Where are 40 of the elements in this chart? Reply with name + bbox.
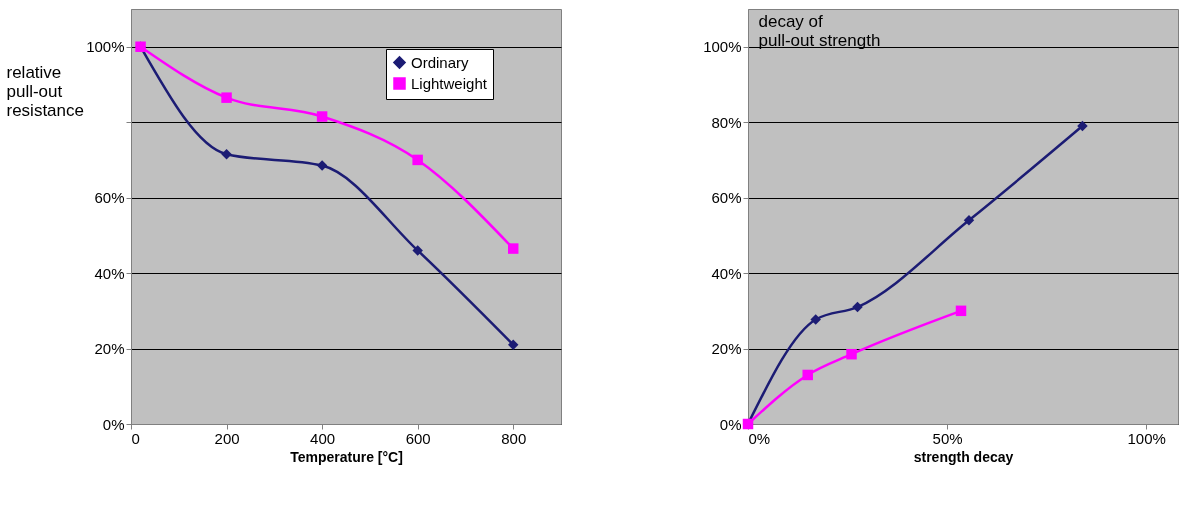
point	[852, 301, 863, 313]
legend-label: Ordinary	[411, 53, 470, 71]
x-tick-label: 0	[131, 429, 140, 447]
x-tick-label: 400	[310, 429, 336, 447]
x-tick-label: 100%	[1127, 429, 1166, 447]
y-tick-label: 80%	[711, 113, 742, 131]
x-tick-label: 200	[214, 429, 240, 447]
y-axis-title: decay of pull-out strength	[758, 11, 881, 50]
point	[846, 348, 857, 360]
y-tick-label: 20%	[711, 340, 742, 358]
y-tick-label: 0%	[719, 415, 742, 433]
y-tick-label: 100%	[703, 38, 742, 56]
y-tick-label: 20%	[94, 340, 125, 358]
x-tick-label: 800	[501, 429, 527, 447]
x-tick-label: 50%	[932, 429, 963, 447]
point	[221, 149, 232, 160]
y-tick-label: 40%	[711, 264, 742, 282]
point	[507, 339, 519, 351]
point	[1077, 120, 1088, 132]
y-tick-label: 0%	[102, 415, 125, 433]
y-tick-label: 100%	[86, 38, 125, 56]
point	[412, 154, 423, 166]
y-axis-title: relative pull-out resistance	[6, 62, 84, 120]
x-tick-label: 600	[405, 429, 431, 447]
point	[963, 215, 975, 226]
point	[316, 160, 328, 171]
point	[507, 243, 519, 254]
point	[810, 314, 821, 325]
x-tick-label: 0%	[748, 429, 771, 447]
point	[955, 305, 967, 317]
point	[221, 92, 232, 103]
legend-label: Lightweight	[411, 74, 488, 92]
point	[316, 111, 328, 122]
y-tick-label: 60%	[711, 189, 742, 207]
x-axis-title: strength decay	[913, 448, 1014, 465]
x-axis-title: Temperature [°C]	[290, 448, 403, 465]
point	[802, 369, 813, 381]
y-tick-label: 60%	[94, 189, 125, 207]
y-tick-label: 40%	[94, 264, 125, 282]
point	[412, 245, 423, 256]
